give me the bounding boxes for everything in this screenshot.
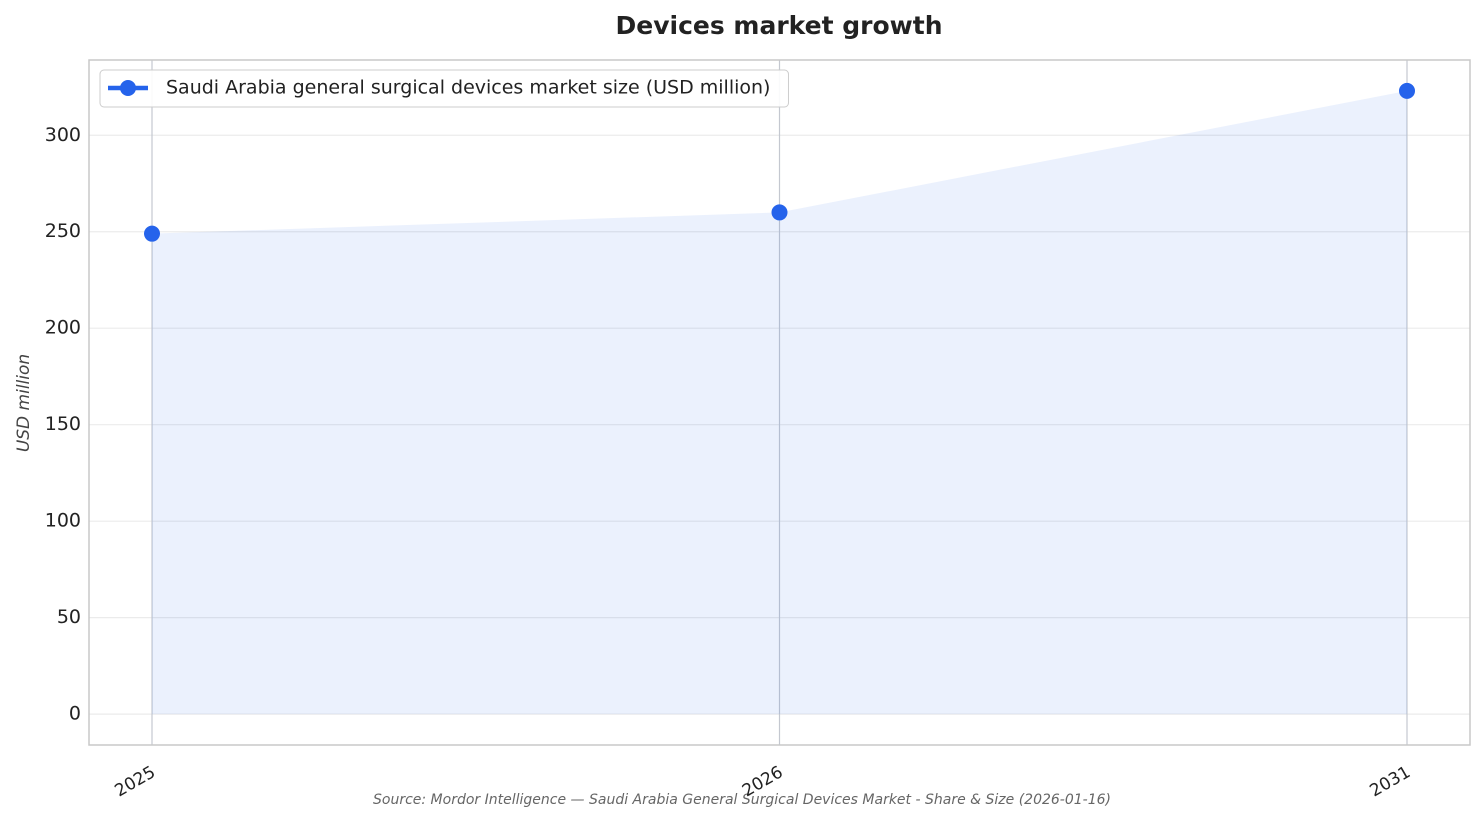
chart-title: Devices market growth	[616, 11, 943, 40]
y-tick-label: 100	[45, 510, 81, 532]
x-tick-label: 2031	[1367, 762, 1414, 801]
data-point	[771, 204, 788, 221]
area-fill	[152, 90, 1407, 715]
legend: Saudi Arabia general surgical devices ma…	[99, 69, 789, 108]
source-note: Source: Mordor Intelligence — Saudi Arab…	[373, 792, 1111, 808]
y-tick-label: 300	[45, 124, 81, 146]
y-axis-label: USD million	[14, 354, 34, 452]
y-tick-label: 250	[45, 220, 81, 242]
legend-label: Saudi Arabia general surgical devices ma…	[166, 77, 770, 99]
plot-frame	[88, 59, 1471, 746]
legend-box	[99, 69, 789, 108]
y-tick-label: 0	[69, 703, 81, 725]
y-tick-label: 50	[57, 606, 81, 628]
legend-marker	[120, 80, 136, 96]
data-point	[1399, 82, 1415, 99]
y-tick-label: 200	[45, 317, 81, 339]
y-tick-label: 150	[45, 413, 81, 435]
data-point	[144, 225, 160, 242]
x-tick-label: 2025	[112, 762, 159, 801]
